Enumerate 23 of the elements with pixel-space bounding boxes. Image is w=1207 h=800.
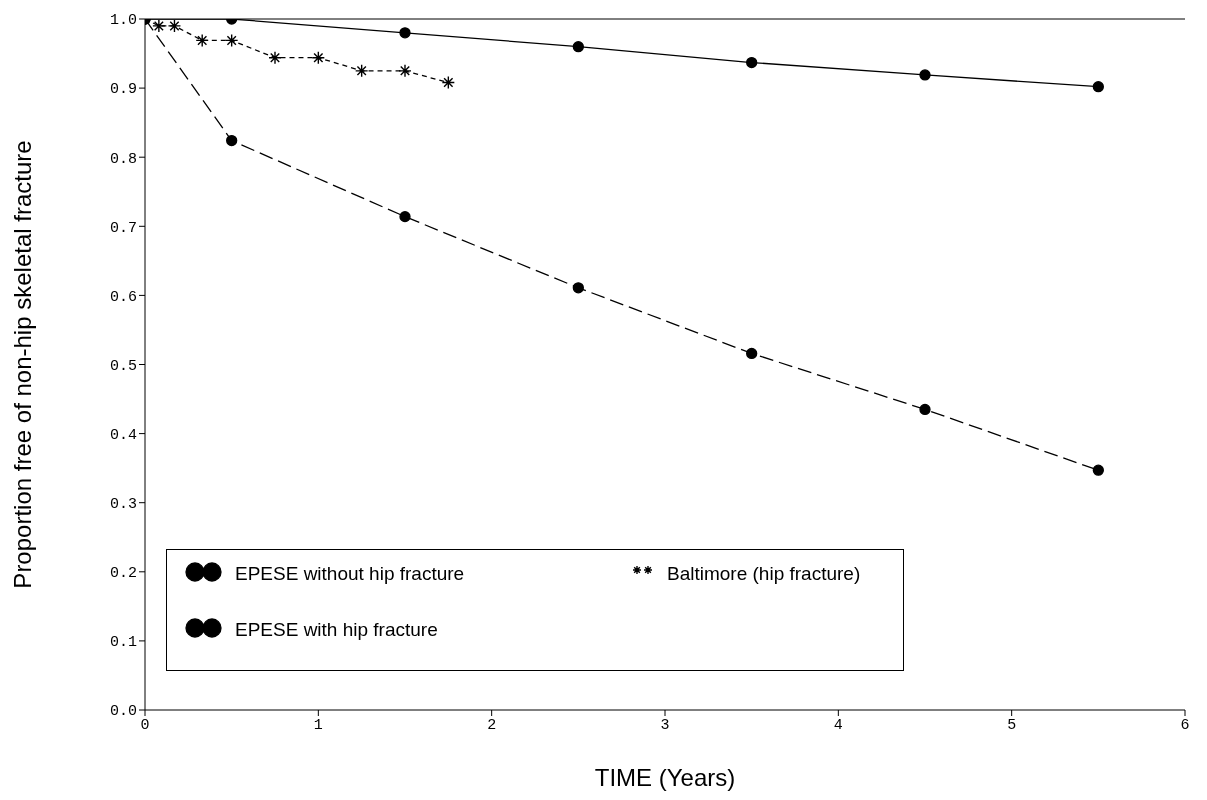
y-tick-label: 0.5 — [109, 357, 137, 375]
y-tick-label: 0.2 — [109, 565, 137, 583]
x-tick-label: 2 — [487, 716, 497, 734]
y-tick-label: 0.1 — [109, 634, 137, 652]
x-tick-label: 4 — [833, 716, 843, 734]
x-tick-label: 1 — [313, 716, 323, 734]
y-tick-label: 0.3 — [109, 496, 137, 514]
legend-label: EPESE without hip fracture — [235, 563, 465, 585]
y-tick-label: 1.0 — [109, 12, 137, 30]
legend-label: EPESE with hip fracture — [235, 619, 438, 641]
y-tick-label: 0.6 — [109, 288, 137, 306]
x-tick-label: 3 — [660, 716, 670, 734]
y-axis-title: Proportion free of non-hip skeletal fracture — [8, 140, 36, 589]
y-tick-label: 0.0 — [109, 703, 137, 721]
x-tick-label: 5 — [1007, 716, 1017, 734]
x-axis-title: TIME (Years) — [594, 764, 736, 791]
x-tick-label: 6 — [1180, 716, 1190, 734]
x-tick-label: 0 — [140, 716, 150, 734]
legend-label: Baltimore (hip fracture) — [667, 563, 861, 585]
y-tick-label: 0.8 — [109, 150, 137, 168]
y-tick-label: 0.4 — [109, 426, 137, 444]
y-tick-label: 0.7 — [109, 219, 137, 237]
y-tick-label: 0.9 — [109, 81, 137, 99]
